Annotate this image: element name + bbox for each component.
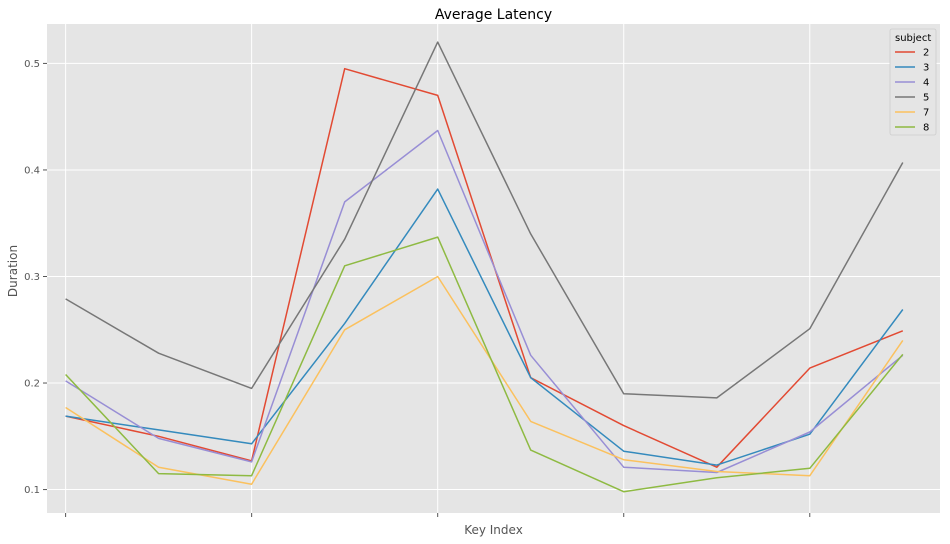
series-line-4 (65, 129, 904, 474)
series-line-5 (65, 41, 904, 399)
legend-entry: 5 (923, 93, 929, 104)
y-tick-label: 0.4 (24, 165, 40, 176)
axis-ticks: 0.1 0.2 0.3 0.4 0.5 (24, 59, 811, 517)
x-axis-label: Key Index (464, 523, 523, 537)
legend-entry: 2 (923, 48, 929, 59)
series-line-3 (65, 188, 904, 466)
legend-entry: 4 (923, 78, 929, 89)
y-tick-label: 0.2 (24, 379, 40, 390)
chart-title: Average Latency (435, 7, 552, 23)
legend: subject 2 3 4 5 7 8 (889, 28, 937, 136)
legend-entry: 8 (923, 123, 929, 134)
legend-entry: 3 (923, 63, 929, 74)
series-line-8 (65, 236, 904, 493)
y-axis-label: Duration (6, 245, 20, 297)
plot-background (47, 24, 940, 513)
y-tick-label: 0.1 (24, 485, 40, 496)
legend-title: subject (895, 33, 931, 44)
y-tick-label: 0.5 (24, 59, 40, 70)
legend-entry: 7 (923, 108, 929, 119)
y-tick-label: 0.3 (24, 272, 40, 283)
series-line-2 (65, 67, 904, 468)
series-lines (65, 41, 904, 493)
